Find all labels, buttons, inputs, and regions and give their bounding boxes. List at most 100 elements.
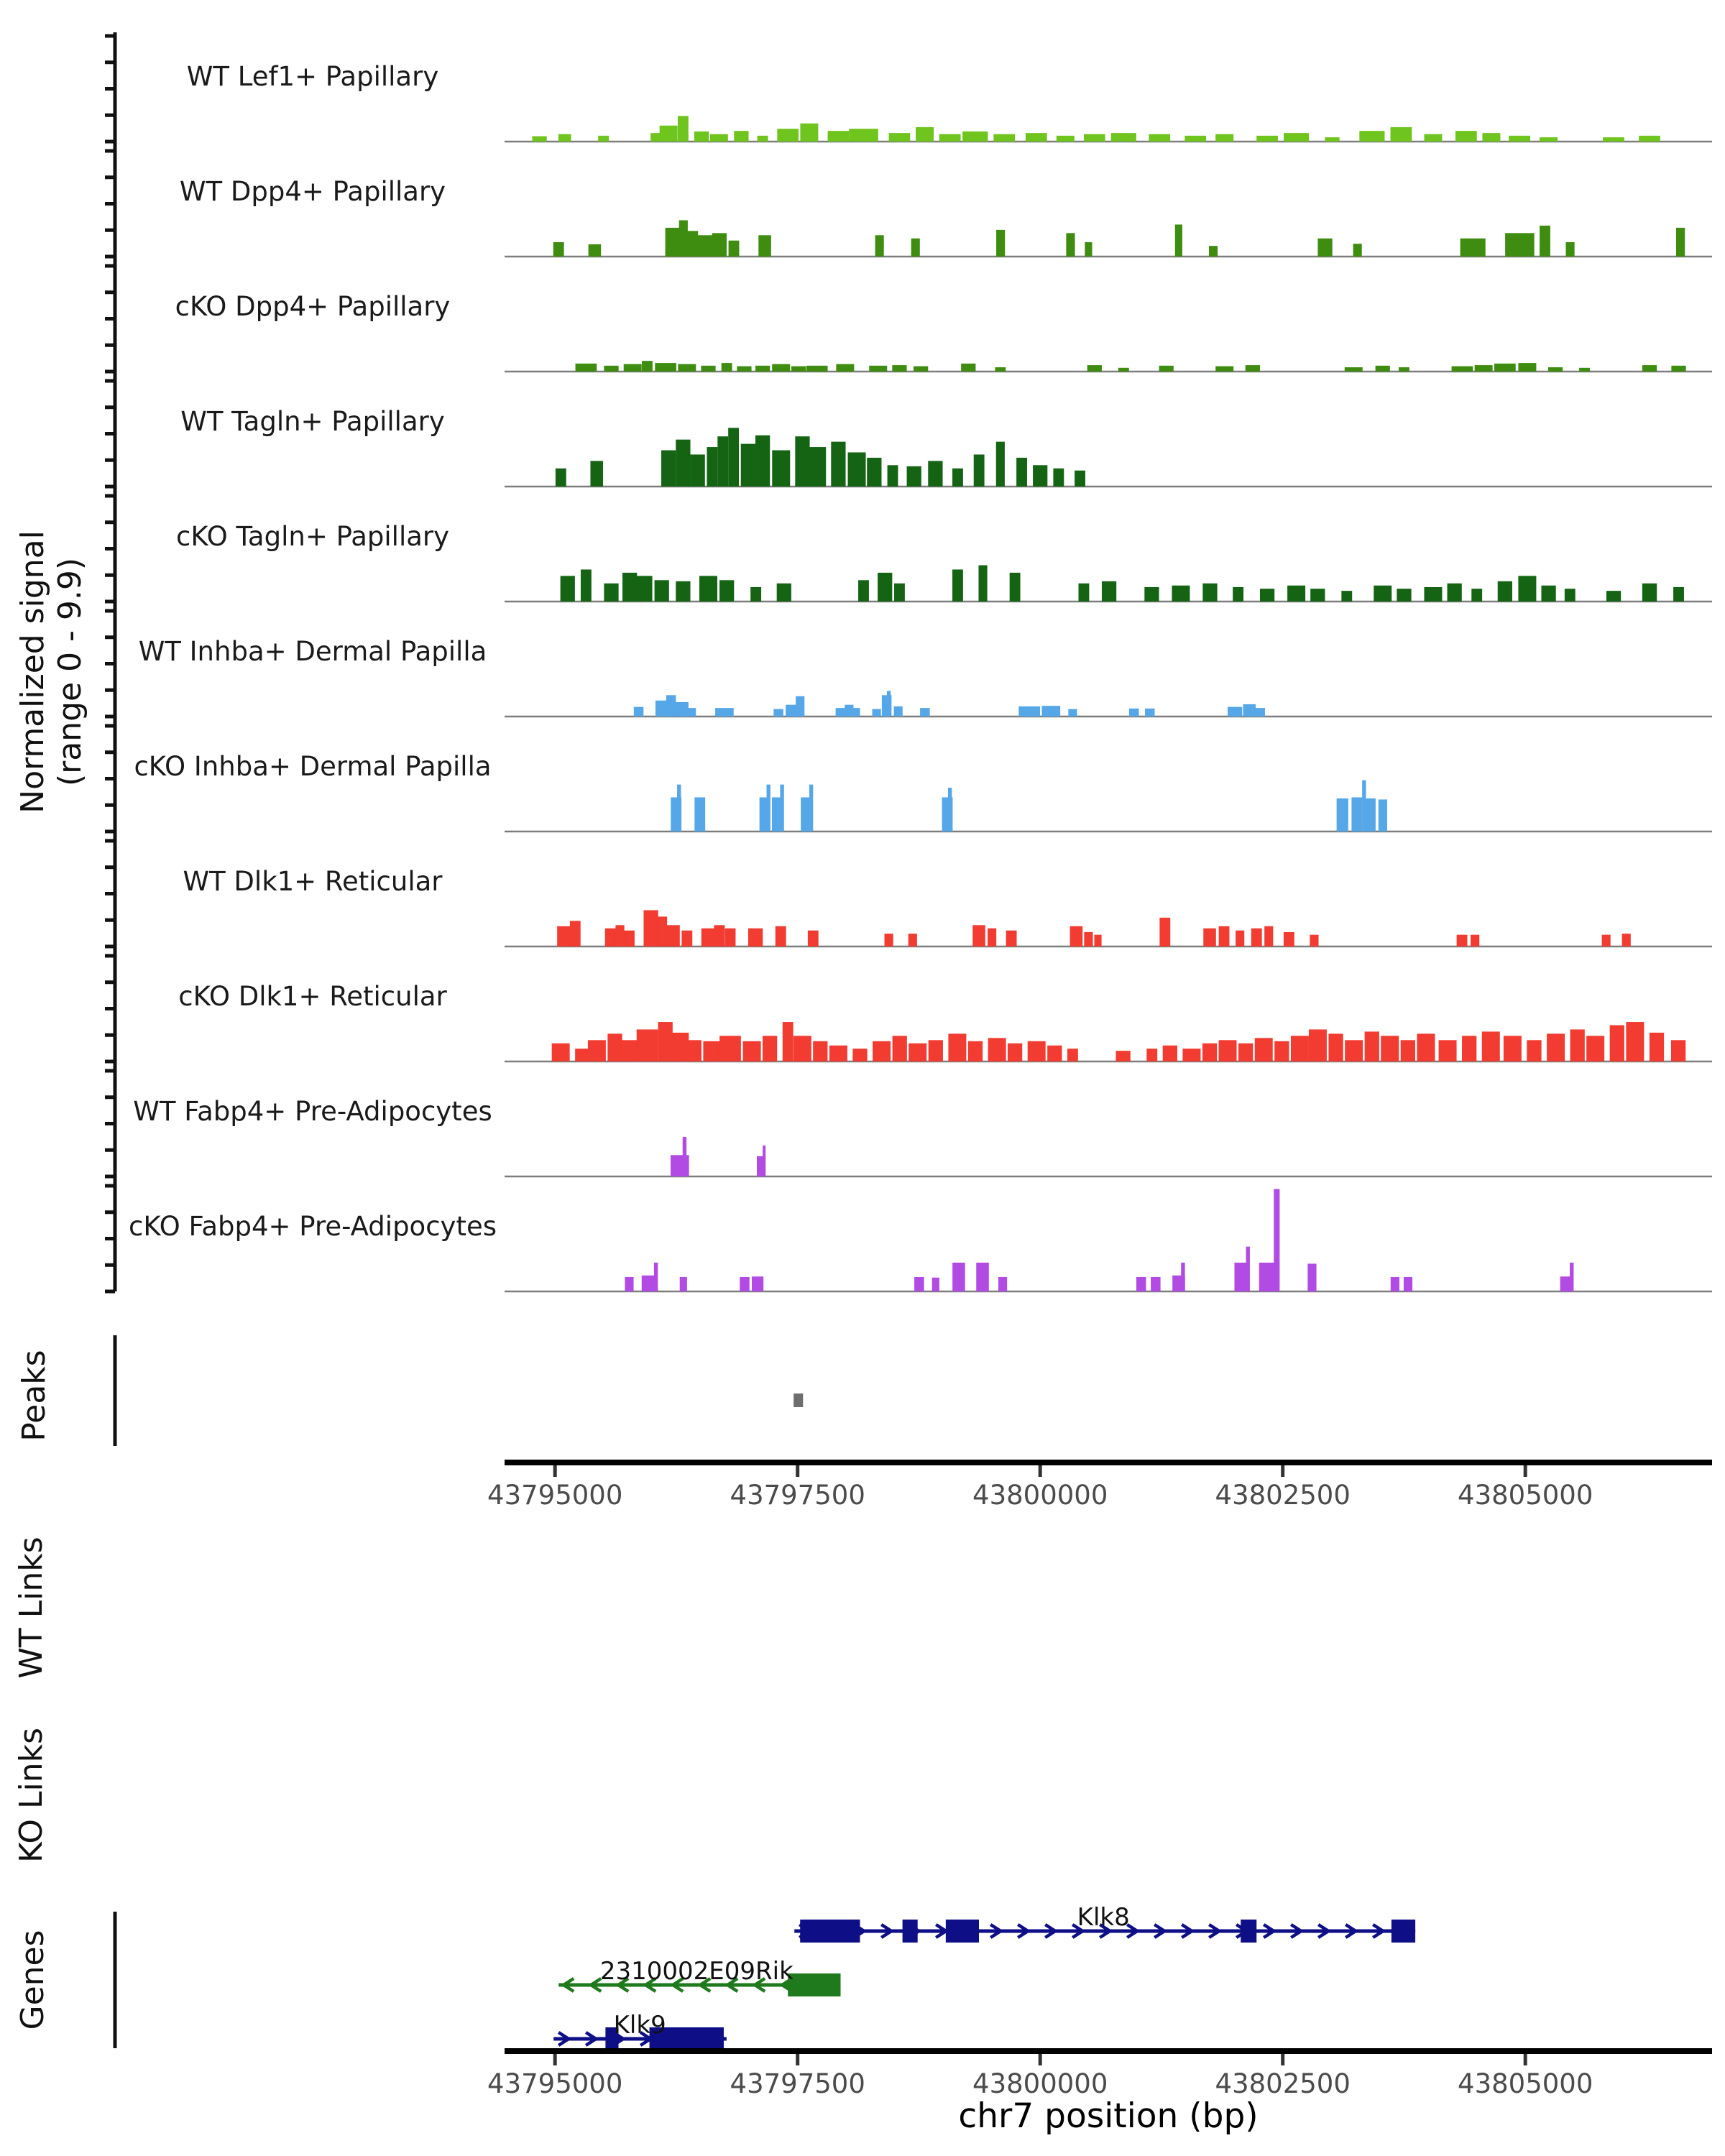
signal-bar xyxy=(1233,586,1244,602)
signal-bar xyxy=(948,1033,967,1061)
signal-bar xyxy=(875,235,884,257)
signal-bar xyxy=(699,576,717,602)
signal-bar xyxy=(1310,934,1319,946)
signal-bar xyxy=(620,1040,638,1061)
signal-bar xyxy=(1649,1032,1665,1061)
axis-tick-label: 43800000 xyxy=(972,1480,1108,1511)
strand-arrow-icon xyxy=(1181,1923,1195,1939)
signal-bar xyxy=(1078,583,1090,602)
signal-bar xyxy=(1084,931,1093,946)
signal-bar xyxy=(1228,706,1243,717)
signal-bar xyxy=(976,1262,989,1291)
signal-bar xyxy=(677,116,689,142)
strand-arrow-icon xyxy=(1126,1923,1141,1939)
axis-tick-label: 43797500 xyxy=(730,1480,865,1511)
strand-arrow-icon xyxy=(615,1977,630,1993)
signal-bar xyxy=(656,916,668,946)
track-label-wt-dlk1-reticular: WT Dlk1+ Reticular xyxy=(183,866,443,897)
signal-bar xyxy=(796,696,805,717)
axis-tick-label: 43805000 xyxy=(1458,1480,1593,1511)
strand-arrow-icon xyxy=(670,1977,684,1993)
signal-bar xyxy=(884,934,893,946)
signal-bar xyxy=(1345,1040,1363,1061)
strand-arrow-icon xyxy=(752,1977,766,1993)
gene-name-label: Klk8 xyxy=(1077,1903,1130,1932)
signal-bar xyxy=(1424,134,1443,142)
signal-bar xyxy=(1016,457,1027,487)
gene-klk8: Klk8 xyxy=(794,1903,1416,1943)
position-axis-upper: 43795000 43797500 43800000 43802500 43805000 xyxy=(487,1460,1712,1511)
signal-bar xyxy=(724,928,736,946)
strand-arrow-icon xyxy=(1345,1923,1359,1939)
signal-bar xyxy=(776,583,791,602)
signal-bar xyxy=(1287,585,1306,602)
signal-bar xyxy=(1007,1043,1023,1061)
signal-bar xyxy=(914,366,929,372)
signal-bar xyxy=(714,925,725,946)
signal-bar xyxy=(939,134,961,142)
signal-bar xyxy=(1009,572,1021,602)
signal-bar xyxy=(634,576,653,602)
signal-bar xyxy=(587,1040,606,1061)
signal-bar xyxy=(1101,581,1117,602)
signal-bar xyxy=(845,704,854,717)
signal-bar xyxy=(642,361,653,372)
signal-bar xyxy=(682,1137,687,1176)
signal-bar xyxy=(1181,1262,1185,1291)
track-cko-fabp4-pre-adipocytes: cKO Fabp4+ Pre-Adipocytes xyxy=(129,1189,1712,1293)
signal-bar xyxy=(928,461,943,487)
signal-bar xyxy=(1075,470,1085,487)
axis-tick xyxy=(1281,2054,1285,2065)
signal-bar xyxy=(671,1032,689,1061)
signal-bar xyxy=(908,1043,927,1061)
signal-bar xyxy=(555,468,566,487)
signal-bar xyxy=(1642,583,1657,602)
signal-bar xyxy=(624,930,635,946)
signal-bar xyxy=(763,1145,766,1176)
signal-bar xyxy=(1609,1025,1624,1061)
signal-bar xyxy=(1642,365,1657,372)
track-label-wt-tagln-papillary: WT Tagln+ Papillary xyxy=(180,406,445,437)
track-label-cko-dlk1-reticular: cKO Dlk1+ Reticular xyxy=(178,981,447,1012)
signal-bar xyxy=(1094,934,1102,946)
track-cko-dpp4-papillary: cKO Dpp4+ Papillary xyxy=(175,291,1712,373)
signal-bar xyxy=(988,928,997,946)
signal-bar xyxy=(771,797,783,831)
signal-bar xyxy=(869,365,888,372)
gene-exon xyxy=(605,2027,619,2050)
signal-bar xyxy=(1471,589,1483,602)
track-cko-inhba-dermal-papilla: cKO Inhba+ Dermal Papilla xyxy=(134,751,1712,833)
signal-bar xyxy=(665,925,680,946)
gene-exon xyxy=(945,1920,980,1943)
genes-track-group: Klk8 2310002E09Rik Klk9 xyxy=(113,1903,1416,2050)
axis-tick-label: 43805000 xyxy=(1458,2068,1593,2099)
signal-bar xyxy=(932,1277,939,1291)
signal-bar xyxy=(808,447,827,487)
signal-bar xyxy=(1116,1051,1131,1061)
signal-bar xyxy=(712,233,727,257)
signal-bar xyxy=(551,1043,570,1061)
peaks-row-label: Peaks xyxy=(16,1350,52,1441)
signal-bar xyxy=(893,706,903,717)
signal-bar xyxy=(1053,468,1064,487)
signal-bar xyxy=(888,133,911,142)
signal-bar xyxy=(685,708,696,717)
signal-bar xyxy=(1243,704,1256,717)
signal-bar xyxy=(1274,1041,1289,1061)
signal-bar xyxy=(836,364,855,372)
strand-arrow-icon xyxy=(724,1977,739,1993)
strand-arrow-icon xyxy=(1372,1923,1386,1939)
signal-bar xyxy=(1482,133,1501,142)
signal-bar xyxy=(829,1045,847,1061)
signal-bar xyxy=(1451,366,1473,372)
signal-bar xyxy=(928,1040,943,1061)
signal-bar xyxy=(1670,1040,1686,1061)
signal-bar xyxy=(532,136,547,142)
track-label-cko-inhba-dermal-papilla: cKO Inhba+ Dermal Papilla xyxy=(134,751,491,782)
signal-bar xyxy=(1565,241,1575,257)
signal-bar xyxy=(709,134,728,142)
signal-bar xyxy=(687,231,699,257)
signal-bar xyxy=(1066,233,1075,257)
signal-bar xyxy=(1374,585,1392,602)
